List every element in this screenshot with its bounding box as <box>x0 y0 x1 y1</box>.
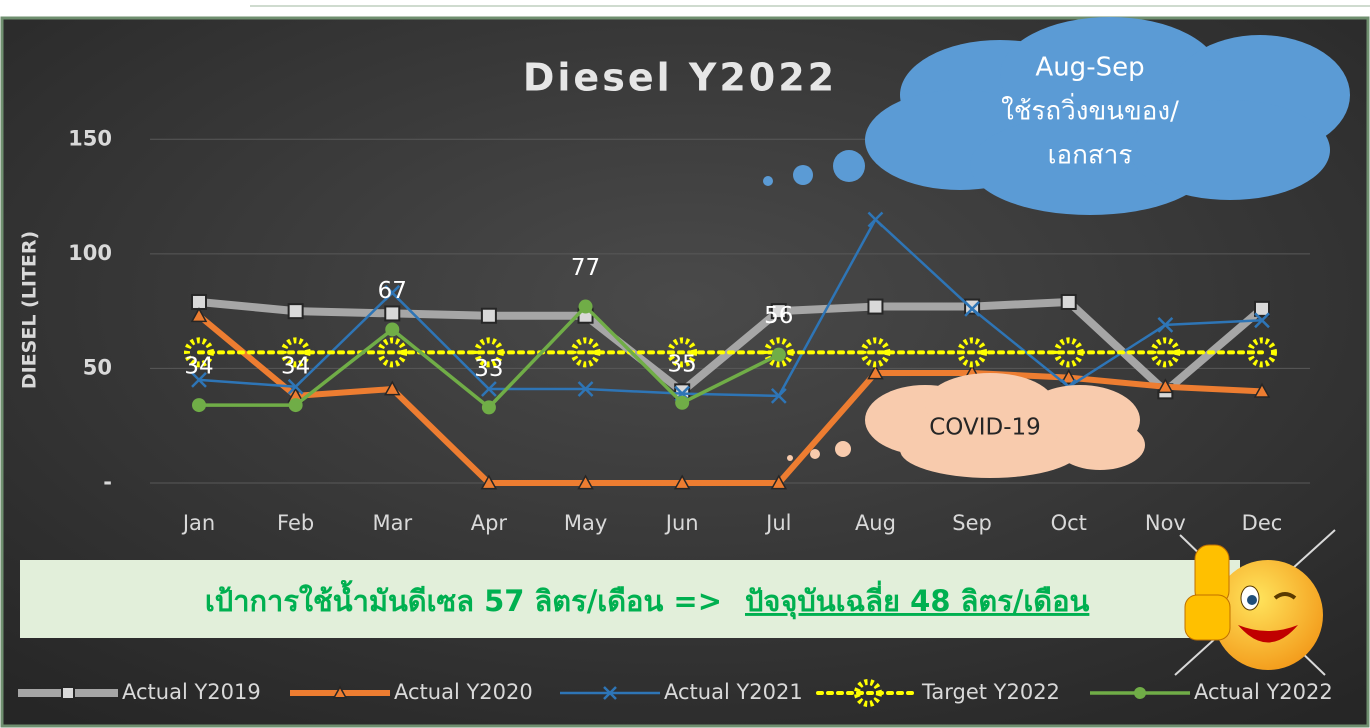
marker-triangle <box>770 474 788 490</box>
smiley <box>1174 529 1336 676</box>
series-line <box>197 313 1263 486</box>
marker-x <box>964 300 980 317</box>
covid-cloud <box>787 373 1145 478</box>
marker-x <box>481 381 497 397</box>
x-tick-label: Aug <box>855 511 896 535</box>
marker-x <box>287 378 304 395</box>
y-tick-label: - <box>103 470 112 494</box>
legend-marker <box>854 679 882 707</box>
y-tick-label: 100 <box>68 241 112 265</box>
y-tick-label: 150 <box>68 126 112 150</box>
marker-triangle <box>383 380 401 396</box>
chart-title: Diesel Y2022 <box>523 56 837 100</box>
marker-square <box>191 293 207 310</box>
legend-label: Actual Y2021 <box>664 680 803 704</box>
data-label: 35 <box>668 351 697 377</box>
marker-square <box>1254 300 1270 317</box>
legend-label: Target Y2022 <box>921 680 1060 704</box>
legend-marker <box>1134 687 1146 699</box>
legend-label: Actual Y2020 <box>394 680 533 704</box>
marker-circle <box>481 400 496 415</box>
data-label: 34 <box>184 354 213 380</box>
y-axis-label: DIESEL (LITER) <box>19 231 41 389</box>
x-tick-label: Jul <box>764 511 791 535</box>
x-tick-label: Oct <box>1051 511 1087 535</box>
marker-circle <box>578 299 593 314</box>
marker-triangle <box>673 474 691 490</box>
marker-x <box>384 284 401 301</box>
x-tick-label: Sep <box>952 511 992 535</box>
legend-marker <box>61 686 75 700</box>
legend-marker <box>332 685 348 699</box>
legend-label: Actual Y2022 <box>1194 680 1333 704</box>
x-tick-label: Jan <box>181 511 215 535</box>
legend-marker <box>603 686 617 700</box>
cloud-text: เอกสาร <box>1048 141 1133 171</box>
legend-label: Actual Y2019 <box>122 680 261 704</box>
marker-circle <box>385 322 400 337</box>
marker-square <box>1060 293 1077 310</box>
marker-circle <box>192 398 206 413</box>
marker-dots <box>1150 337 1181 368</box>
marker-triangle <box>1157 378 1174 394</box>
data-label: 77 <box>571 255 600 281</box>
marker-triangle <box>1253 382 1271 398</box>
marker-x <box>1157 317 1174 333</box>
marker-square <box>287 303 304 320</box>
x-tick-label: Dec <box>1242 511 1283 535</box>
marker-x <box>191 372 207 388</box>
thought-cloud <box>763 17 1350 215</box>
y-tick-label: 50 <box>83 355 112 379</box>
marker-x <box>1254 312 1270 329</box>
marker-triangle <box>577 474 594 490</box>
covid-label: COVID-19 <box>929 415 1041 441</box>
marker-dots <box>763 337 794 368</box>
legend: Actual Y2019 Actual Y2020 Actual Y2021 Targ… <box>18 679 1333 707</box>
cloud-text: ใช้รถวิ่งขนของ/ <box>1001 93 1179 127</box>
marker-square <box>964 298 981 315</box>
data-label: 33 <box>474 356 503 382</box>
marker-x <box>770 388 787 404</box>
marker-dots <box>570 337 601 368</box>
marker-square <box>770 303 787 320</box>
grid: - 50 100 150 Jan Feb Mar Apr May Jun Jul Aug Sep Oct N… <box>68 126 1310 535</box>
x-tick-label: Apr <box>471 511 508 535</box>
marker-triangle <box>867 364 884 380</box>
series-layer: 34 34 67 33 77 35 56 <box>184 211 1277 490</box>
marker-circle <box>675 395 690 410</box>
current-text: ปัจจุบันเฉลี่ย 48 ลิตร/เดือน <box>745 580 1090 619</box>
x-tick-label: Jun <box>664 511 699 535</box>
target-text: เป้าการใช้น้ำมันดีเซล 57 ลิตร/เดือน => <box>205 579 722 618</box>
marker-dots <box>473 337 504 368</box>
marker-triangle <box>190 307 208 323</box>
marker-x <box>577 381 594 397</box>
marker-dots <box>184 337 214 368</box>
series-line <box>198 218 1263 398</box>
marker-dots <box>377 337 408 368</box>
marker-dots <box>667 337 698 368</box>
x-tick-label: Mar <box>372 511 412 535</box>
marker-dots <box>860 337 891 368</box>
x-tick-label: May <box>564 511 607 535</box>
marker-square <box>384 305 401 322</box>
marker-triangle <box>480 474 498 490</box>
target-banner <box>20 560 1240 638</box>
data-label: 34 <box>281 354 310 380</box>
marker-dots <box>280 337 311 368</box>
data-label: 67 <box>378 278 407 304</box>
marker-circle <box>288 398 303 413</box>
marker-dots <box>1247 337 1277 368</box>
marker-dots <box>1053 337 1084 368</box>
marker-triangle <box>1060 369 1078 384</box>
marker-square <box>867 298 884 315</box>
cloud-text: Aug-Sep <box>1035 53 1144 83</box>
marker-square <box>480 307 497 324</box>
x-tick-label: Feb <box>277 511 314 535</box>
marker-circle <box>771 347 786 362</box>
x-tick-label: Nov <box>1145 511 1186 535</box>
marker-dots <box>957 337 988 368</box>
data-label: 56 <box>764 303 793 329</box>
marker-x <box>867 211 884 228</box>
